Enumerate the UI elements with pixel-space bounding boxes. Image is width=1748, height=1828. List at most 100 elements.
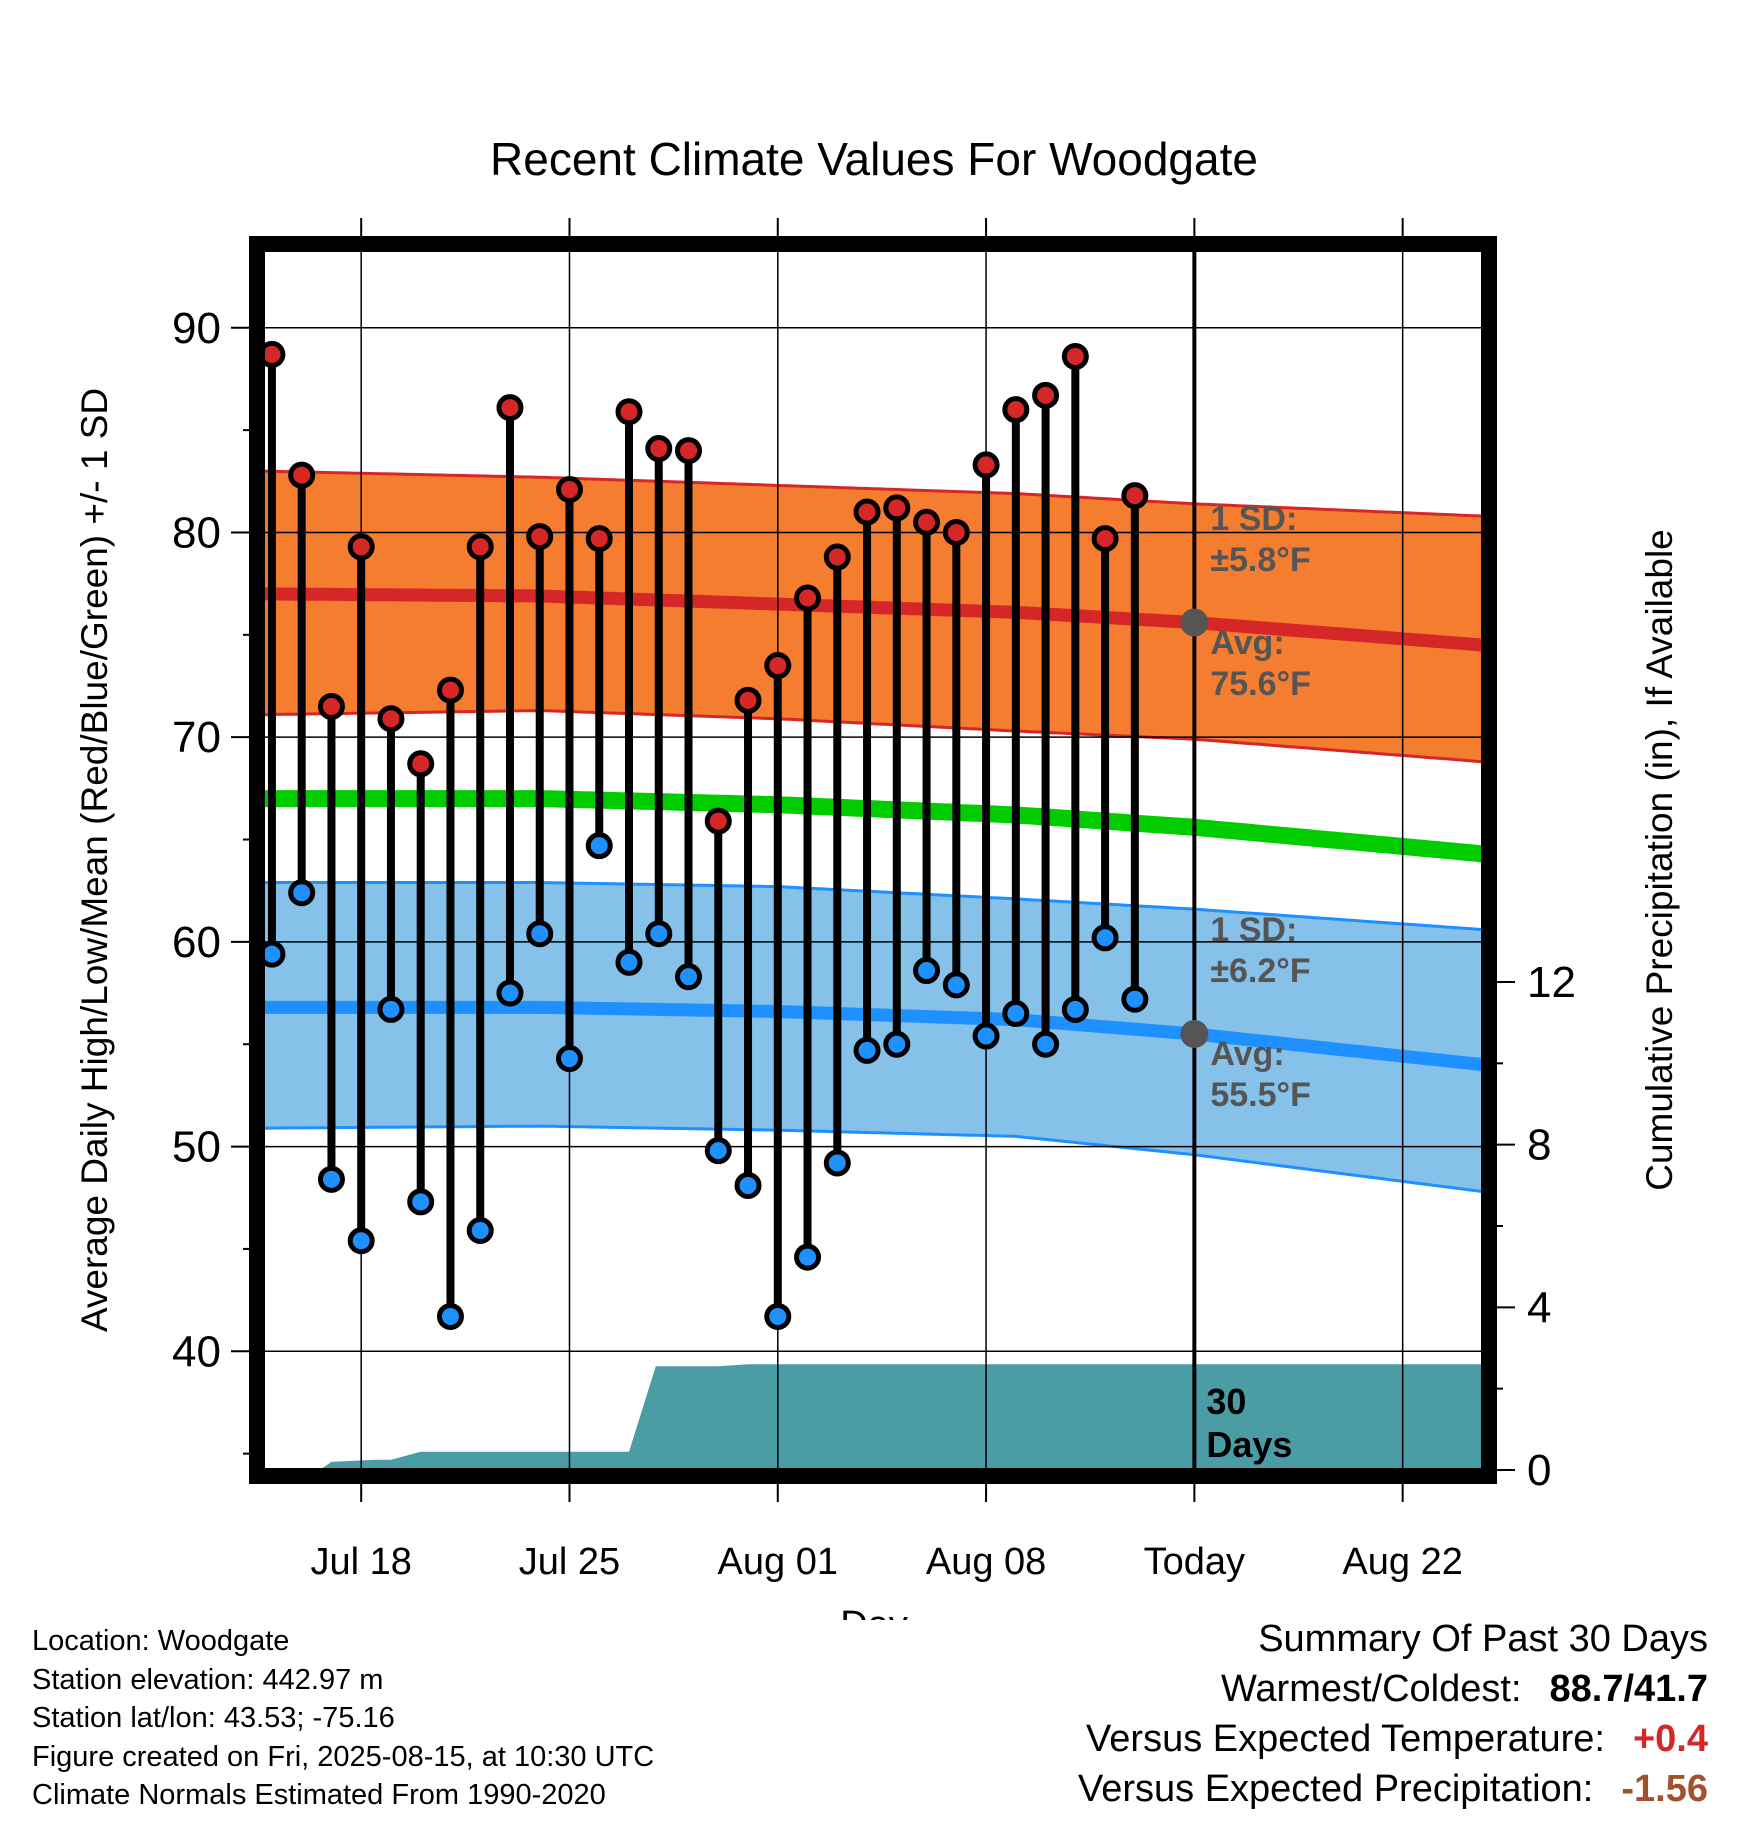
daily-low-point xyxy=(1091,924,1119,952)
station-location: Location: Woodgate xyxy=(32,1625,290,1657)
low-avg-label: Avg: xyxy=(1210,1035,1284,1073)
daily-low-point xyxy=(823,1149,851,1177)
daily-low-point xyxy=(853,1036,881,1064)
climate-chart: Recent Climate Values For Woodgate 1 SD:… xyxy=(74,133,1680,1620)
daily-high-point xyxy=(823,543,851,571)
figure-created: Figure created on Fri, 2025-08-15, at 10… xyxy=(32,1740,655,1773)
low-normal-line xyxy=(263,1000,1483,1072)
daily-low-point xyxy=(585,832,613,860)
daily-low-point xyxy=(1002,1000,1030,1028)
daily-high-point xyxy=(288,461,316,489)
days-count-label: 30 xyxy=(1206,1381,1246,1422)
daily-high-point xyxy=(407,750,435,778)
x-axis-label: Day xyxy=(840,1604,908,1620)
x-tick-label: Today xyxy=(1144,1541,1245,1583)
daily-low-point xyxy=(883,1030,911,1058)
daily-low-point xyxy=(526,920,554,948)
daily-high-point xyxy=(913,508,941,536)
low-sd-label: 1 SD: xyxy=(1210,911,1297,949)
x-tick-label: Jul 18 xyxy=(310,1541,411,1583)
daily-high-point xyxy=(1121,482,1149,510)
warmest-label: Warmest/Coldest: xyxy=(1220,1668,1522,1710)
daily-low-point xyxy=(1032,1030,1060,1058)
y-left-tick-label: 40 xyxy=(172,1327,221,1376)
daily-high-point xyxy=(615,398,643,426)
high-sd-value: ±5.8°F xyxy=(1210,541,1310,579)
y-axis-left-label: Average Daily High/Low/Mean (Red/Blue/Gr… xyxy=(74,388,115,1332)
summary-heading: Summary Of Past 30 Days xyxy=(1258,1618,1708,1660)
y-right-tick-label: 0 xyxy=(1527,1446,1551,1495)
daily-high-point xyxy=(764,652,792,680)
daily-high-point xyxy=(1032,381,1060,409)
daily-low-point xyxy=(764,1302,792,1330)
precip-value: -1.56 xyxy=(1621,1768,1708,1810)
daily-low-point xyxy=(675,963,703,991)
daily-low-point xyxy=(317,1165,345,1193)
daily-high-point xyxy=(347,533,375,561)
station-latlon: Station lat/lon: 43.53; -75.16 xyxy=(32,1702,395,1734)
y-left-tick-label: 60 xyxy=(172,918,221,967)
daily-low-point xyxy=(436,1302,464,1330)
daily-low-point xyxy=(645,920,673,948)
daily-high-point xyxy=(942,518,970,546)
daily-high-point xyxy=(734,686,762,714)
y-axis-right-label: Cumulative Precipitation (in), If Availa… xyxy=(1639,529,1680,1191)
low-sd-lower-line xyxy=(263,1124,1483,1194)
plot-frame xyxy=(249,236,1497,1484)
y-left-tick-label: 80 xyxy=(172,508,221,557)
climate-normals: Climate Normals Estimated From 1990-2020 xyxy=(32,1779,606,1811)
high-sd-lower-line xyxy=(263,709,1483,764)
x-tick-label: Aug 22 xyxy=(1342,1541,1462,1583)
daily-high-point xyxy=(1002,396,1030,424)
daily-low-point xyxy=(1121,985,1149,1013)
low-sd-band xyxy=(263,882,1483,1192)
warmest-value: 88.7/41.7 xyxy=(1549,1668,1708,1710)
temp-value: +0.4 xyxy=(1632,1718,1708,1760)
station-info: Location: Woodgate Station elevation: 44… xyxy=(32,1622,654,1815)
daily-low-point xyxy=(288,879,316,907)
y-left-tick-label: 70 xyxy=(172,713,221,762)
today-high-normal-marker xyxy=(1180,608,1209,637)
daily-high-point xyxy=(317,692,345,720)
high-avg-value: 75.6°F xyxy=(1210,665,1311,703)
daily-low-point xyxy=(496,979,524,1007)
y-right-tick-label: 12 xyxy=(1527,958,1576,1007)
daily-high-point xyxy=(263,340,286,368)
low-avg-value: 55.5°F xyxy=(1210,1076,1311,1114)
daily-high-point xyxy=(883,494,911,522)
y-left-tick-label: 50 xyxy=(172,1123,221,1172)
daily-high-point xyxy=(675,437,703,465)
summary-precip-row: Versus Expected Precipitation: -1.56 xyxy=(1078,1764,1708,1814)
daily-low-point xyxy=(794,1243,822,1271)
mean-normal-line xyxy=(263,790,1483,863)
y-right-tick-label: 8 xyxy=(1527,1121,1551,1170)
station-elevation: Station elevation: 442.97 m xyxy=(32,1663,384,1696)
daily-high-point xyxy=(1061,342,1089,370)
daily-high-point xyxy=(853,498,881,526)
chart-title: Recent Climate Values For Woodgate xyxy=(490,133,1258,185)
daily-high-point xyxy=(526,523,554,551)
daily-high-point xyxy=(794,584,822,612)
daily-high-point xyxy=(377,705,405,733)
daily-low-point xyxy=(734,1171,762,1199)
daily-low-point xyxy=(555,1045,583,1073)
daily-low-point xyxy=(377,995,405,1023)
x-tick-label: Jul 25 xyxy=(519,1541,620,1583)
daily-high-point xyxy=(1091,525,1119,553)
y-right-tick-label: 4 xyxy=(1527,1283,1551,1332)
daily-low-point xyxy=(704,1137,732,1165)
daily-low-point xyxy=(407,1188,435,1216)
summary-temp-row: Versus Expected Temperature: +0.4 xyxy=(1078,1714,1708,1764)
daily-low-point xyxy=(972,1022,1000,1050)
precip-label: Versus Expected Precipitation: xyxy=(1077,1768,1594,1810)
temp-label: Versus Expected Temperature: xyxy=(1086,1718,1605,1760)
high-sd-upper-line xyxy=(263,469,1483,518)
today-low-normal-marker xyxy=(1180,1019,1209,1048)
daily-high-point xyxy=(645,435,673,463)
daily-high-point xyxy=(466,533,494,561)
daily-high-point xyxy=(972,451,1000,479)
daily-low-point xyxy=(942,971,970,999)
daily-low-point xyxy=(615,948,643,976)
precip-area xyxy=(271,1364,1483,1470)
summary-panel: Summary Of Past 30 Days Warmest/Coldest:… xyxy=(1078,1614,1708,1814)
